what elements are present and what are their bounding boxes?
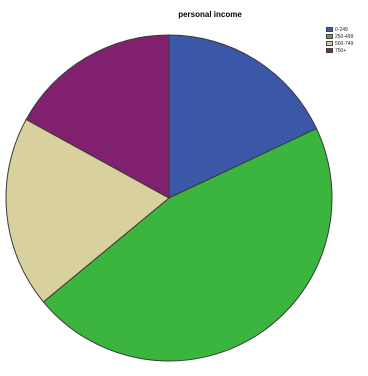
pie-slice-500-749 (5, 118, 170, 303)
legend-item: 0-249 (326, 26, 353, 33)
legend-item: 250-499 (326, 33, 353, 40)
pie-slice-250-499 (42, 127, 333, 362)
legend-swatch (326, 27, 333, 32)
pie-slice-750 (25, 34, 170, 199)
legend-label: 250-499 (335, 33, 354, 40)
legend-swatch (326, 48, 333, 53)
legend-swatch (326, 34, 333, 39)
legend-label: 500-749 (335, 40, 354, 47)
legend-swatch (326, 41, 333, 46)
pie-slice-0-249 (168, 34, 318, 199)
legend-item: 750+ (326, 47, 353, 54)
legend-item: 500-749 (326, 40, 353, 47)
chart-title: personal income (178, 10, 242, 19)
legend: 0-249 250-499 500-749 750+ (326, 26, 353, 54)
legend-label: 750+ (335, 47, 347, 54)
legend-label: 0-249 (335, 26, 348, 33)
